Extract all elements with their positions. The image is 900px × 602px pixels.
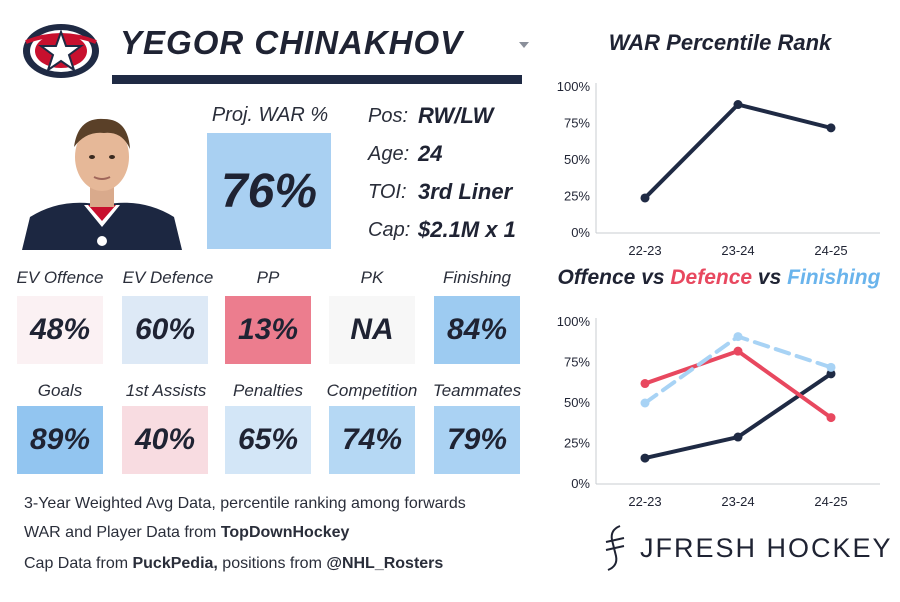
data-point (826, 413, 836, 423)
info-label: Pos: (368, 104, 409, 127)
title-underline (112, 75, 522, 84)
title-finishing: Finishing (787, 266, 881, 289)
dropdown-caret-icon[interactable] (519, 42, 529, 48)
footer-note-data: 3-Year Weighted Avg Data, percentile ran… (24, 495, 466, 512)
info-value: 24 (418, 141, 443, 166)
stat-label-pp: PP (256, 268, 280, 287)
y-tick-label: 75% (564, 116, 590, 131)
stat-box-pk: NA (329, 296, 415, 364)
title-vs: vs (752, 266, 788, 289)
stat-label-ev-defence: EV Defence (122, 268, 214, 287)
stat-label-finishing: Finishing (442, 268, 512, 287)
brand-logo: JFRESH HOCKEY (602, 524, 893, 572)
data-point (640, 379, 650, 389)
stat-box-penalties: 65% (225, 406, 311, 474)
data-point (826, 369, 836, 379)
y-tick-label: 100% (557, 79, 591, 94)
data-point (640, 398, 650, 408)
footer-text: positions from (217, 555, 327, 572)
footer-text: Cap Data from (24, 555, 133, 572)
stat-box-finishing: 84% (434, 296, 520, 364)
x-tick-label: 24-25 (814, 494, 847, 509)
info-value: RW/LW (418, 103, 494, 128)
info-row-cap: Cap: $2.1M x 1 (368, 215, 516, 245)
team-logo (23, 24, 99, 78)
title-defence: Defence (670, 266, 753, 289)
data-point (733, 432, 743, 442)
title-offence: Offence (557, 266, 636, 289)
info-label: Age: (368, 142, 410, 165)
data-point (640, 193, 650, 203)
stat-box-pp: 13% (225, 296, 311, 364)
info-label: Cap: (368, 218, 411, 241)
y-tick-label: 0% (571, 225, 590, 240)
data-point (640, 453, 650, 463)
stat-box-competition: 74% (329, 406, 415, 474)
stat-label-first-assists: 1st Assists (125, 381, 207, 400)
stat-box-goals: 89% (17, 406, 103, 474)
source-nhl-rosters: @NHL_Rosters (326, 555, 444, 572)
data-point (826, 123, 836, 133)
offence-defence-finishing-chart: 0% 25% 50% 75% 100% 22-23 23-24 24-25 (557, 314, 880, 509)
stat-box-teammates: 79% (434, 406, 520, 474)
y-tick-label: 50% (564, 395, 590, 410)
info-label: TOI: (368, 180, 407, 203)
player-name: YEGOR CHINAKHOV (120, 24, 464, 61)
info-row-position: Pos: RW/LW (368, 101, 493, 131)
x-tick-label: 22-23 (628, 243, 661, 258)
source-link-topdownhockey: TopDownHockey (220, 524, 350, 541)
footer-text: WAR and Player Data from (24, 524, 221, 541)
y-tick-label: 25% (564, 436, 590, 451)
x-tick-label: 23-24 (721, 494, 754, 509)
data-point (826, 362, 836, 372)
title-vs: vs (635, 266, 671, 289)
stat-label-pk: PK (360, 268, 384, 287)
x-tick-label: 22-23 (628, 494, 661, 509)
x-tick-label: 23-24 (721, 243, 754, 258)
stat-box-first-assists: 40% (122, 406, 208, 474)
footer-note-war-source: WAR and Player Data from TopDownHockey (24, 524, 349, 542)
data-point (733, 346, 743, 356)
chart2-title: Offence vs Defence vs Finishing (553, 266, 885, 290)
war-label: Proj. WAR % (211, 104, 329, 126)
chart1-title: WAR Percentile Rank (608, 30, 832, 55)
stat-label-ev-offence: EV Offence (16, 268, 104, 287)
data-point (733, 100, 743, 110)
stat-label-teammates: Teammates (432, 381, 522, 400)
y-tick-label: 50% (564, 152, 590, 167)
info-row-age: Age: 24 (368, 139, 442, 169)
series-line-0 (643, 102, 833, 200)
brand-mark-icon (605, 525, 625, 571)
info-value: 3rd Liner (418, 179, 513, 204)
x-tick-label: 24-25 (814, 243, 847, 258)
source-puckpedia: PuckPedia, (132, 555, 218, 572)
stat-box-ev-defence: 60% (122, 296, 208, 364)
y-tick-label: 0% (571, 476, 590, 491)
y-tick-label: 25% (564, 189, 590, 204)
stat-label-competition: Competition (326, 381, 418, 400)
series-line-0 (643, 371, 833, 461)
stat-box-ev-offence: 48% (17, 296, 103, 364)
stat-label-penalties: Penalties (233, 381, 303, 400)
y-tick-label: 75% (564, 355, 590, 370)
brand-name: JFRESH HOCKEY (640, 532, 893, 563)
info-value: $2.1M x 1 (418, 217, 516, 242)
stat-label-goals: Goals (37, 381, 83, 400)
data-point (733, 332, 743, 342)
war-value-box: 76% (207, 133, 331, 249)
player-photo (22, 118, 182, 250)
war-percentile-chart: 0% 25% 50% 75% 100% 22-23 23-24 24-25 (557, 79, 880, 258)
footer-note-cap-source: Cap Data from PuckPedia, positions from … (24, 555, 443, 573)
info-row-toi: TOI: 3rd Liner (368, 177, 512, 207)
y-tick-label: 100% (557, 314, 591, 329)
